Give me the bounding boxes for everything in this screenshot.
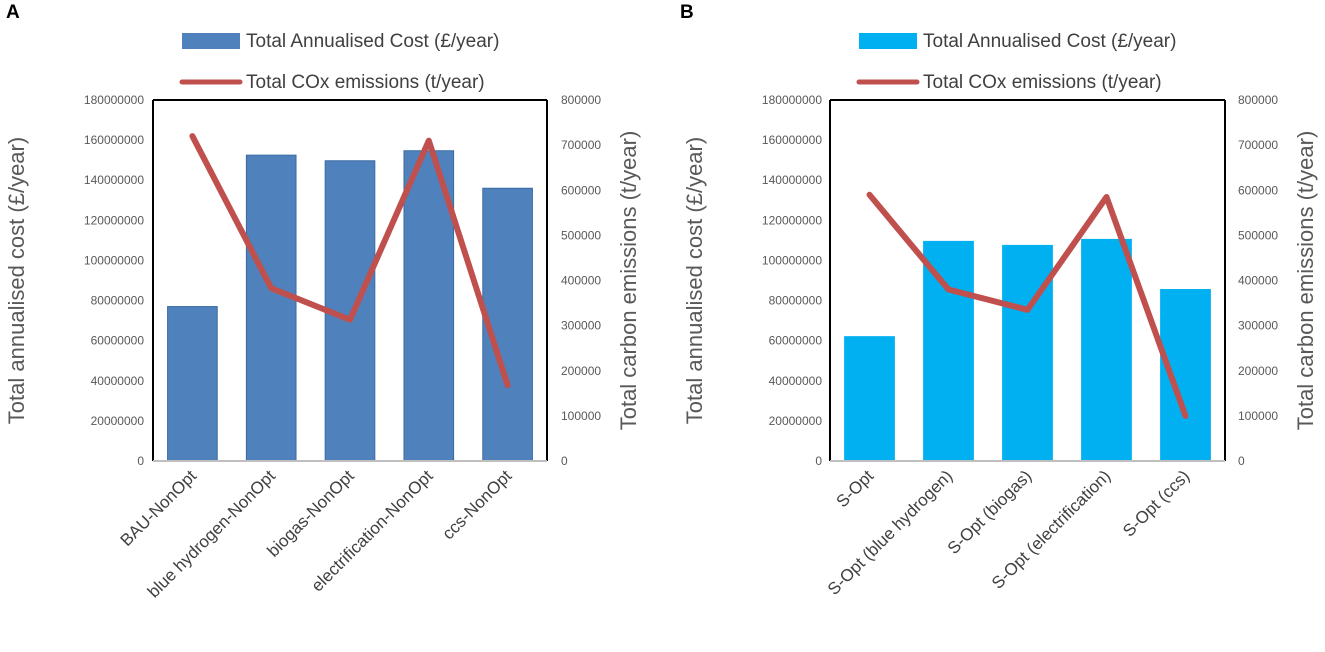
y2-tick-label: 100000 <box>1238 409 1278 423</box>
y-tick-label: 140000000 <box>84 173 144 187</box>
bar <box>1081 238 1132 462</box>
y2-tick-label: 0 <box>561 454 568 468</box>
chart-panel-a: A Total Annualised Cost (£/year) Total COx… <box>4 2 641 601</box>
y2-tick-label: 500000 <box>561 228 601 242</box>
bar <box>403 150 455 462</box>
y2-tick-label: 600000 <box>561 183 601 197</box>
y2-tick-label: 300000 <box>1238 319 1278 333</box>
bar <box>844 336 895 462</box>
y-axis-title: Total annualised cost (£/year) <box>682 137 707 424</box>
y-tick-label: 80000000 <box>769 294 823 308</box>
y2-tick-label: 400000 <box>1238 274 1278 288</box>
y2-tick-label: 800000 <box>1238 93 1278 107</box>
y2-tick-label: 100000 <box>561 409 601 423</box>
bar <box>245 154 297 462</box>
bar <box>1002 244 1053 462</box>
y-tick-label: 40000000 <box>769 374 823 388</box>
y-tick-label: 160000000 <box>762 133 822 147</box>
y-tick-label: 40000000 <box>91 374 145 388</box>
chart-panel-b: B Total Annualised Cost (£/year) Total COx… <box>680 2 1318 599</box>
legend-label-cost: Total Annualised Cost (£/year) <box>246 31 499 52</box>
y-tick-label: 180000000 <box>84 93 144 107</box>
y-tick-label: 180000000 <box>762 93 822 107</box>
y2-axis-title: Total carbon emissions (t/year) <box>616 131 641 431</box>
y2-tick-label: 500000 <box>1238 228 1278 242</box>
y2-tick-label: 800000 <box>561 93 601 107</box>
y2-tick-label: 700000 <box>561 138 601 152</box>
y2-tick-label: 200000 <box>561 364 601 378</box>
y-tick-label: 60000000 <box>91 334 145 348</box>
y-tick-label: 100000000 <box>762 253 822 267</box>
y-tick-label: 120000000 <box>84 213 144 227</box>
y-tick-label: 100000000 <box>84 253 144 267</box>
y2-axis-title: Total carbon emissions (t/year) <box>1293 131 1318 431</box>
y-tick-label: 20000000 <box>769 414 823 428</box>
legend-label-cost: Total Annualised Cost (£/year) <box>923 31 1176 52</box>
category-label: S-Opt (ccs) <box>1119 466 1193 540</box>
legend-label-emissions: Total COx emissions (t/year) <box>246 72 485 93</box>
panel-label: A <box>6 2 20 23</box>
category-label: S-Opt <box>832 466 877 511</box>
y2-tick-label: 200000 <box>1238 364 1278 378</box>
y-tick-label: 80000000 <box>91 294 145 308</box>
category-label: S-Opt (biogas) <box>944 466 1036 558</box>
y-tick-label: 160000000 <box>84 133 144 147</box>
bar <box>167 306 218 462</box>
y-tick-label: 120000000 <box>762 213 822 227</box>
bar <box>923 240 974 462</box>
y2-tick-label: 700000 <box>1238 138 1278 152</box>
y-tick-label: 0 <box>137 454 144 468</box>
panel-label: B <box>680 2 694 23</box>
legend-bar-swatch <box>859 33 917 49</box>
y-axis-title: Total annualised cost (£/year) <box>4 137 29 424</box>
y2-tick-label: 400000 <box>561 274 601 288</box>
y-tick-label: 20000000 <box>91 414 145 428</box>
category-label: ccs-NonOpt <box>439 466 516 543</box>
category-label: blue hydrogen-NonOpt <box>144 466 279 601</box>
y2-tick-label: 0 <box>1238 454 1245 468</box>
y-tick-label: 60000000 <box>769 334 823 348</box>
category-label: BAU-NonOpt <box>117 466 201 550</box>
y-tick-label: 140000000 <box>762 173 822 187</box>
legend-bar-swatch <box>182 33 240 49</box>
legend-label-emissions: Total COx emissions (t/year) <box>923 72 1162 93</box>
y2-tick-label: 600000 <box>1238 183 1278 197</box>
y-tick-label: 0 <box>815 454 822 468</box>
y2-tick-label: 300000 <box>561 319 601 333</box>
